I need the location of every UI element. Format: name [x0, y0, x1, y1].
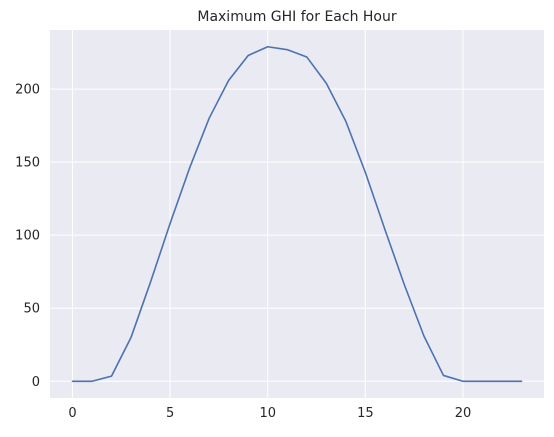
y-axis-ticks: 0 50 100 150 200 [15, 83, 40, 390]
y-tick-label: 100 [15, 229, 40, 244]
series-line [71, 45, 523, 383]
x-axis-ticks: 0 5 10 15 20 [68, 406, 471, 421]
x-tick-label: 15 [357, 406, 374, 421]
x-tick-label: 5 [166, 406, 174, 421]
grid [50, 30, 544, 398]
x-tick-label: 0 [68, 406, 76, 421]
plot-background [50, 30, 544, 398]
x-tick-label: 20 [455, 406, 472, 421]
x-tick-label: 10 [259, 406, 276, 421]
chart-title: Maximum GHI for Each Hour [197, 9, 396, 25]
y-tick-label: 50 [23, 302, 40, 317]
y-tick-label: 200 [15, 83, 40, 98]
y-tick-label: 150 [15, 156, 40, 171]
y-tick-label: 0 [32, 375, 40, 390]
